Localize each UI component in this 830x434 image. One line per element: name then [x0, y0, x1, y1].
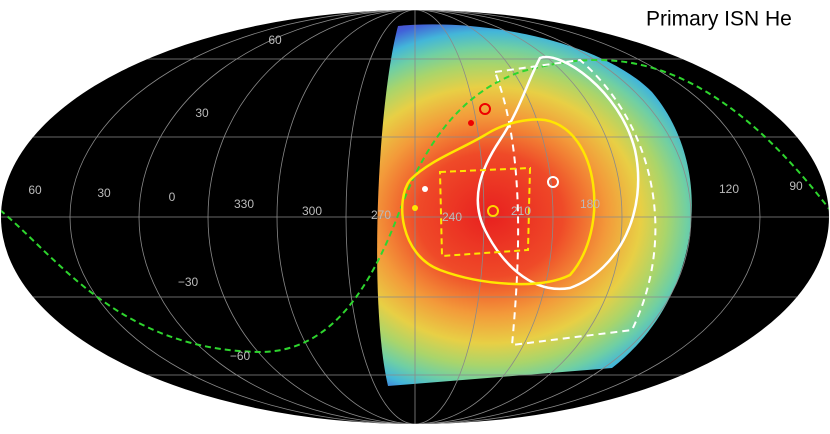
white-dot — [422, 186, 428, 192]
yellow-dashed-region — [438, 166, 532, 258]
longitude-label: 0 — [169, 190, 176, 204]
red-marker — [479, 103, 491, 115]
longitude-label: 60 — [28, 183, 42, 197]
latitude-label: 30 — [195, 106, 209, 120]
ecliptic-line — [1, 58, 829, 354]
longitude-label: 300 — [302, 204, 322, 218]
longitude-label: 180 — [580, 197, 600, 211]
graticule — [1, 10, 829, 424]
longitude-label: 30 — [97, 186, 111, 200]
longitude-label: 330 — [234, 197, 254, 211]
yellow-contour — [400, 118, 596, 286]
map-title: Primary ISN He — [646, 8, 792, 31]
red-dot — [468, 120, 474, 126]
yellow-marker — [487, 205, 499, 217]
latitude-label: −60 — [230, 349, 251, 363]
white-dashed-region — [493, 58, 657, 347]
yellow-dot — [412, 205, 418, 211]
longitude-label: 270 — [371, 208, 391, 222]
latitude-label: 60 — [268, 33, 282, 47]
map-content — [1, 10, 829, 424]
white-marker — [547, 176, 559, 188]
longitude-label: 210 — [511, 204, 531, 218]
latitude-label: −30 — [178, 275, 199, 289]
intensity-region — [377, 24, 692, 387]
longitude-label: 240 — [442, 210, 462, 224]
longitude-label: 90 — [789, 179, 803, 193]
longitude-label: 120 — [719, 182, 739, 196]
white-contour — [476, 55, 640, 291]
